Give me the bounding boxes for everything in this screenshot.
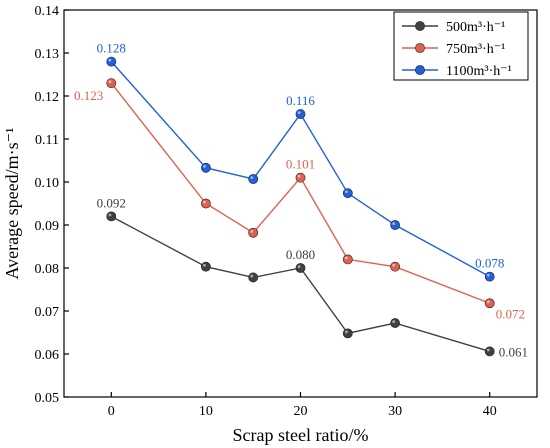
x-tick-label: 20 — [294, 404, 308, 419]
legend-label: 1100m³·h⁻¹ — [446, 64, 512, 79]
legend-marker — [415, 65, 425, 75]
data-point — [295, 172, 306, 183]
series-0: 0.092 0.080 0.061 — [97, 195, 528, 359]
data-point-highlight — [203, 200, 206, 204]
x-tick-label: 0 — [108, 404, 115, 419]
x-axis-label: Scrap steel ratio/% — [233, 425, 369, 445]
data-label: 0.092 — [97, 195, 126, 210]
data-point-highlight — [345, 330, 348, 334]
data-point — [106, 78, 117, 88]
data-label: 0.116 — [286, 93, 315, 108]
data-point-highlight — [297, 174, 301, 178]
data-point — [106, 211, 117, 222]
data-point-highlight — [486, 300, 490, 304]
y-tick-label: 0.05 — [35, 391, 60, 406]
data-point-highlight — [486, 273, 490, 277]
y-tick-label: 0.07 — [35, 305, 60, 320]
data-point — [106, 56, 117, 67]
data-point — [342, 254, 353, 265]
data-point-highlight — [108, 213, 112, 217]
y-tick-label: 0.10 — [35, 176, 60, 191]
data-label: 0.123 — [74, 88, 103, 103]
data-point-highlight — [203, 165, 206, 168]
data-point-highlight — [345, 190, 348, 194]
data-point-highlight — [108, 80, 112, 84]
data-point-highlight — [108, 58, 112, 62]
legend: 500m³·h⁻¹ 750m³·h⁻¹ 1100m³·h⁻¹ — [393, 11, 529, 81]
y-axis-label: Average speed/m·s⁻¹ — [2, 127, 22, 279]
series-2: 0.128 0.116 0.078 — [97, 41, 504, 282]
data-point-highlight — [250, 176, 254, 179]
data-label: 0.072 — [496, 306, 525, 321]
legend-marker — [415, 43, 425, 53]
data-point-highlight — [392, 320, 396, 324]
data-point — [390, 318, 400, 328]
legend-label: 500m³·h⁻¹ — [446, 20, 505, 35]
data-point — [484, 346, 495, 357]
y-tick-label: 0.09 — [35, 219, 60, 234]
data-point — [390, 261, 400, 272]
legend-label: 750m³·h⁻¹ — [446, 42, 505, 57]
x-tick-label: 40 — [483, 404, 497, 419]
data-point — [248, 174, 259, 184]
x-tick-label: 10 — [199, 404, 213, 419]
data-point-highlight — [345, 256, 348, 260]
data-label: 0.128 — [97, 41, 126, 56]
data-point-highlight — [203, 263, 206, 267]
data-point-highlight — [392, 263, 396, 267]
data-point — [342, 328, 353, 339]
x-tick-label: 30 — [388, 404, 402, 419]
series-line — [110, 215, 490, 353]
data-point-highlight — [297, 265, 301, 268]
data-point-highlight — [392, 222, 396, 226]
data-label: 0.080 — [286, 247, 315, 262]
legend-item: 1100m³·h⁻¹ — [402, 64, 512, 79]
data-point — [248, 227, 259, 238]
data-label: 0.078 — [475, 256, 504, 271]
data-point — [295, 109, 306, 119]
y-tick-label: 0.11 — [35, 133, 59, 148]
x-axis-ticks: 0 10 20 30 40 — [108, 392, 497, 419]
data-point — [484, 298, 495, 309]
y-tick-label: 0.12 — [35, 90, 60, 105]
data-label: 0.061 — [499, 344, 528, 359]
y-tick-label: 0.14 — [35, 4, 60, 19]
data-point — [484, 271, 495, 282]
data-point-highlight — [250, 274, 254, 278]
series-1: 0.123 0.101 0.072 — [74, 78, 525, 321]
legend-marker — [415, 21, 425, 31]
data-point-highlight — [250, 229, 254, 233]
data-label: 0.101 — [286, 157, 315, 172]
data-point-highlight — [297, 111, 301, 115]
legend-item: 500m³·h⁻¹ — [402, 20, 505, 35]
y-tick-label: 0.06 — [35, 348, 60, 363]
series-layer: 0.092 0.080 0.061 0.123 0.101 0.072 0.128 0.116… — [74, 41, 528, 360]
legend-item: 750m³·h⁻¹ — [402, 42, 505, 57]
y-tick-label: 0.08 — [35, 262, 60, 277]
data-point — [342, 188, 353, 199]
data-point — [200, 162, 211, 173]
data-point — [390, 220, 400, 230]
data-point — [248, 272, 259, 283]
data-point — [295, 263, 306, 273]
y-axis-ticks: 0.05 0.06 0.07 0.08 0.09 0.10 0.11 0.12 0.13 0.14 — [35, 4, 69, 406]
data-point — [200, 198, 211, 209]
y-tick-label: 0.13 — [35, 47, 60, 62]
data-point-highlight — [486, 348, 490, 352]
data-point — [200, 261, 211, 272]
